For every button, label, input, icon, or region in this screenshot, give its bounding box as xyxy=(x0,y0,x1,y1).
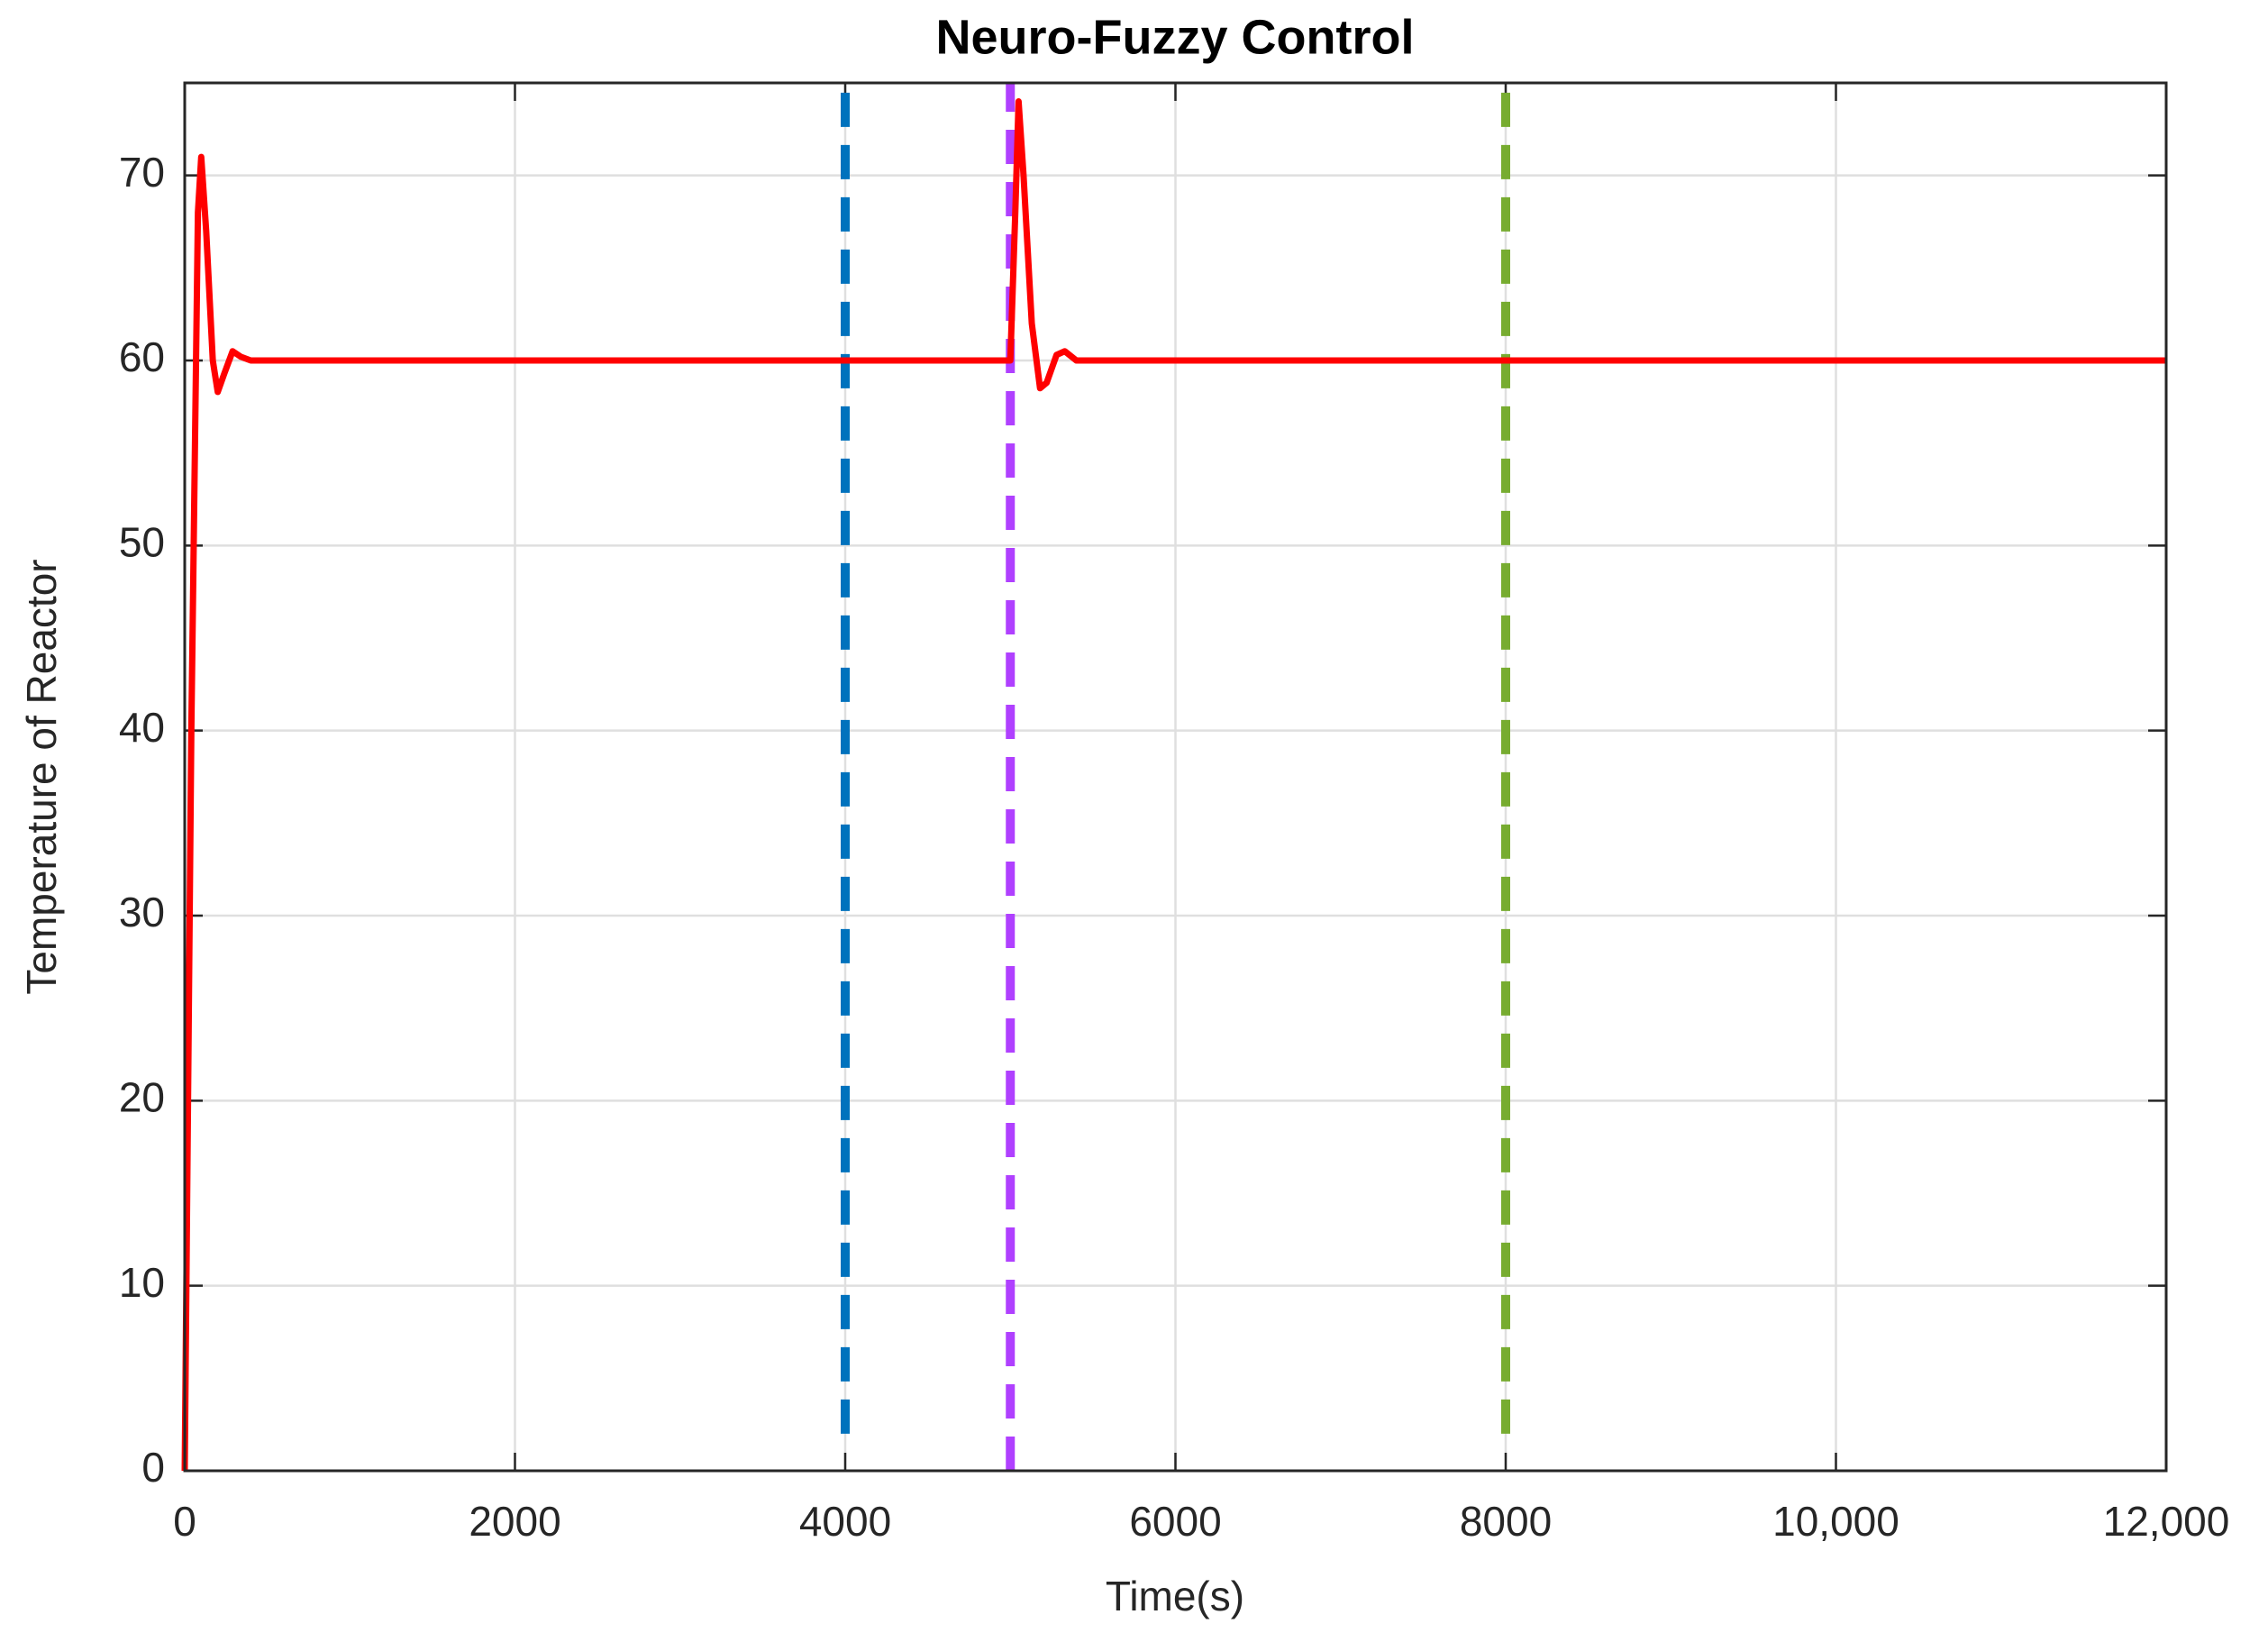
y-tick-label: 20 xyxy=(119,1073,165,1120)
x-tick-label: 8000 xyxy=(1460,1498,1552,1545)
y-tick-label: 40 xyxy=(119,704,165,751)
x-tick-label: 2000 xyxy=(469,1498,560,1545)
x-tick-label: 4000 xyxy=(799,1498,891,1545)
y-tick-label: 0 xyxy=(141,1444,165,1491)
x-tick-label: 12,000 xyxy=(2103,1498,2230,1545)
y-tick-label: 10 xyxy=(119,1259,165,1306)
x-tick-label: 6000 xyxy=(1129,1498,1221,1545)
y-tick-label: 70 xyxy=(119,149,165,196)
y-tick-label: 60 xyxy=(119,333,165,380)
y-axis-label: Temperature of Reactor xyxy=(18,559,65,994)
y-tick-label: 50 xyxy=(119,518,165,565)
series-line xyxy=(181,98,2166,1472)
y-tick-label: 30 xyxy=(119,889,165,935)
plot-frame xyxy=(183,81,2168,1473)
x-axis-label: Time(s) xyxy=(1106,1573,1244,1619)
chart-title: Neuro-Fuzzy Control xyxy=(936,10,1415,64)
x-tick-label: 10,000 xyxy=(1772,1498,1899,1545)
x-tick-label: 0 xyxy=(173,1498,196,1545)
